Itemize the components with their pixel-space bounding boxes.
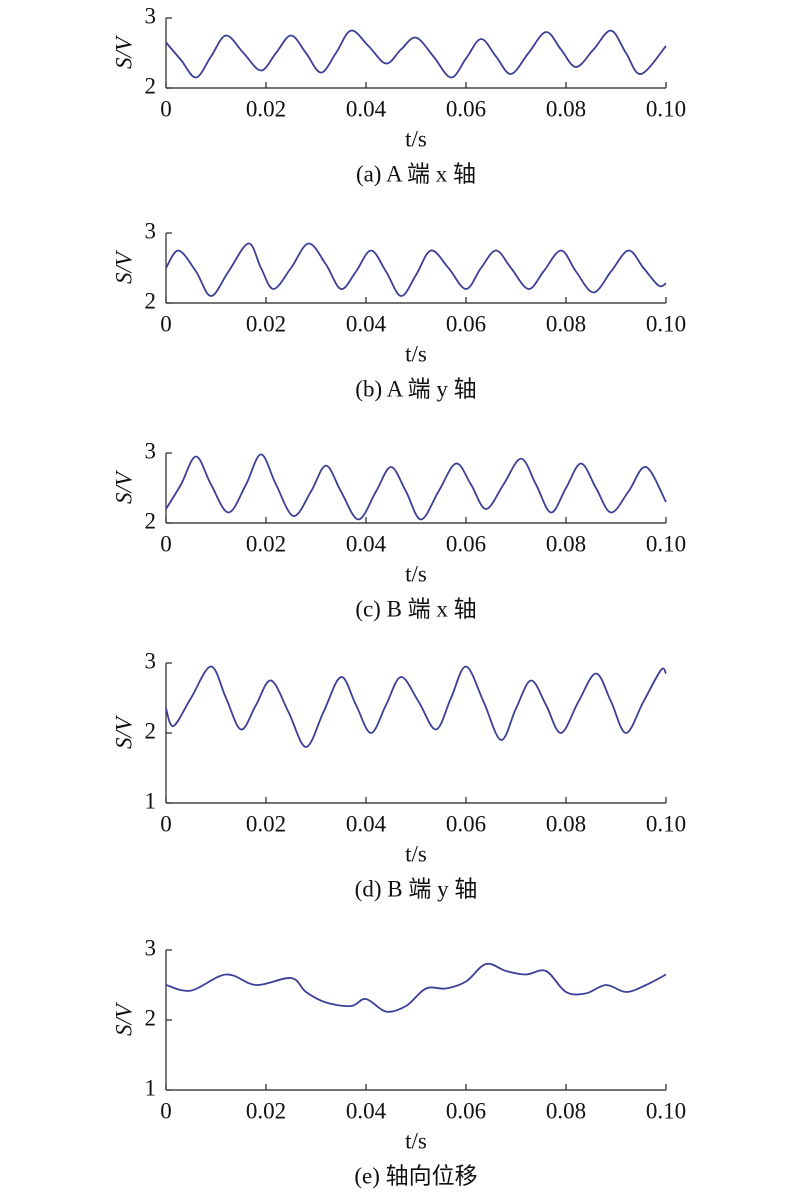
y-axis-label: S/V — [111, 34, 136, 69]
x-axis-label: t/s — [405, 561, 427, 586]
x-tick-label: 0.06 — [446, 531, 486, 556]
y-tick-label: 2 — [145, 73, 157, 98]
x-axis-label: t/s — [405, 841, 427, 866]
x-axis-label: t/s — [405, 1128, 427, 1153]
y-tick-label: 3 — [145, 3, 157, 28]
x-tick-label: 0.02 — [246, 811, 286, 836]
x-tick-label: 0.04 — [346, 811, 387, 836]
data-line — [165, 665, 667, 748]
y-axis-label: S/V — [111, 1001, 136, 1036]
x-tick-label: 0.08 — [546, 811, 586, 836]
caption: (d) B 端 y 轴 — [355, 876, 478, 901]
y-tick-label: 3 — [145, 648, 157, 673]
y-tick-label: 3 — [145, 438, 157, 463]
x-tick-label: 0.10 — [646, 96, 686, 121]
x-tick-label: 0 — [160, 1098, 172, 1123]
subplot: 2 3 0 0.02 0.04 0.06 0.08 0.10 S/V t/s (c) B 端 x 轴 — [111, 438, 686, 621]
y-tick-label: 2 — [145, 718, 157, 743]
x-tick-label: 0.10 — [646, 311, 686, 336]
x-tick-label: 0 — [160, 531, 172, 556]
y-tick-label: 3 — [145, 218, 157, 243]
y-tick-label: 2 — [145, 508, 157, 533]
y-tick-label: 2 — [145, 1005, 157, 1030]
y-axis-label: S/V — [111, 249, 136, 284]
caption: (a) A 端 x 轴 — [356, 161, 476, 186]
x-tick-label: 0.06 — [446, 1098, 486, 1123]
x-tick-label: 0.10 — [646, 531, 686, 556]
x-tick-label: 0.10 — [646, 1098, 686, 1123]
caption: (b) A 端 y 轴 — [355, 376, 476, 401]
x-tick-label: 0.04 — [346, 311, 387, 336]
x-tick-label: 0.02 — [246, 1098, 286, 1123]
x-tick-label: 0 — [160, 311, 172, 336]
x-tick-label: 0.06 — [446, 311, 486, 336]
subplot: 2 3 0 0.02 0.04 0.06 0.08 0.10 S/V t/s (b) A 端 y 轴 — [111, 218, 686, 401]
x-tick-label: 0.08 — [546, 96, 586, 121]
x-tick-label: 0.06 — [446, 96, 486, 121]
x-tick-label: 0.02 — [246, 96, 286, 121]
x-tick-label: 0.02 — [246, 311, 286, 336]
subplot: 1 2 3 0 0.02 0.04 0.06 0.08 0.10 S/V t/s (d) B 端 y … — [111, 648, 686, 901]
caption: (c) B 端 x 轴 — [355, 596, 476, 621]
x-tick-label: 0.08 — [546, 311, 586, 336]
y-tick-label: 1 — [145, 1075, 157, 1100]
x-tick-label: 0.08 — [546, 531, 586, 556]
x-tick-label: 0.06 — [446, 811, 486, 836]
x-tick-label: 0.10 — [646, 811, 686, 836]
y-tick-label: 2 — [145, 288, 157, 313]
y-tick-label: 3 — [145, 935, 157, 960]
x-tick-label: 0.08 — [546, 1098, 586, 1123]
subplot: 1 2 3 0 0.02 0.04 0.06 0.08 0.10 S/V t/s (e) 轴向位移 — [111, 935, 686, 1188]
subplot: 2 3 0 0.02 0.04 0.06 0.08 0.10 S/V t/s (a) A 端 x 轴 — [111, 3, 686, 186]
caption: (e) 轴向位移 — [354, 1163, 477, 1188]
x-axis-label: t/s — [405, 341, 427, 366]
x-tick-label: 0 — [160, 96, 172, 121]
y-tick-label: 1 — [145, 788, 157, 813]
x-tick-label: 0.02 — [246, 531, 286, 556]
x-tick-label: 0.04 — [346, 531, 387, 556]
x-tick-label: 0 — [160, 811, 172, 836]
x-tick-label: 0.04 — [346, 1098, 387, 1123]
data-line — [165, 962, 667, 1013]
y-axis-label: S/V — [111, 714, 136, 749]
x-tick-label: 0.04 — [346, 96, 387, 121]
data-line — [165, 453, 667, 521]
x-axis-label: t/s — [405, 126, 427, 151]
y-axis-label: S/V — [111, 469, 136, 504]
data-line — [165, 242, 667, 297]
data-line — [165, 29, 667, 79]
